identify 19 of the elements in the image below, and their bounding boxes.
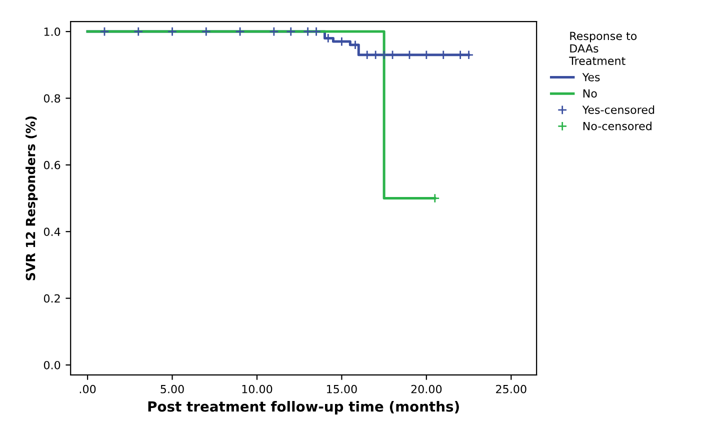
x-axis-title: Post treatment follow-up time (months) — [148, 401, 459, 414]
y-tick-label: 0.4 — [44, 228, 60, 236]
x-tick-label: 15.00 — [327, 384, 357, 394]
legend-label: Yes-censored — [582, 105, 654, 114]
x-tick-label: 20.00 — [411, 384, 442, 394]
x-tick-label: 5.00 — [160, 384, 184, 394]
y-axis-title: SVR 12 Responders (%) — [26, 116, 38, 280]
x-tick-label: 25.00 — [496, 384, 526, 394]
x-tick-label: 10.00 — [242, 384, 272, 394]
legend-label: No-censored — [583, 122, 652, 130]
x-tick-label: .00 — [80, 384, 96, 394]
legend-label: No — [583, 89, 597, 98]
legend-label: Yes — [582, 73, 600, 82]
y-tick-label: 0.0 — [44, 360, 60, 370]
y-tick-label: 1.0 — [44, 28, 60, 36]
y-tick-label: 0.2 — [44, 294, 60, 303]
y-tick-label: 0.6 — [44, 160, 60, 170]
legend-title: Response to DAAs Treatment — [569, 32, 637, 66]
y-tick-label: 0.8 — [44, 94, 60, 103]
